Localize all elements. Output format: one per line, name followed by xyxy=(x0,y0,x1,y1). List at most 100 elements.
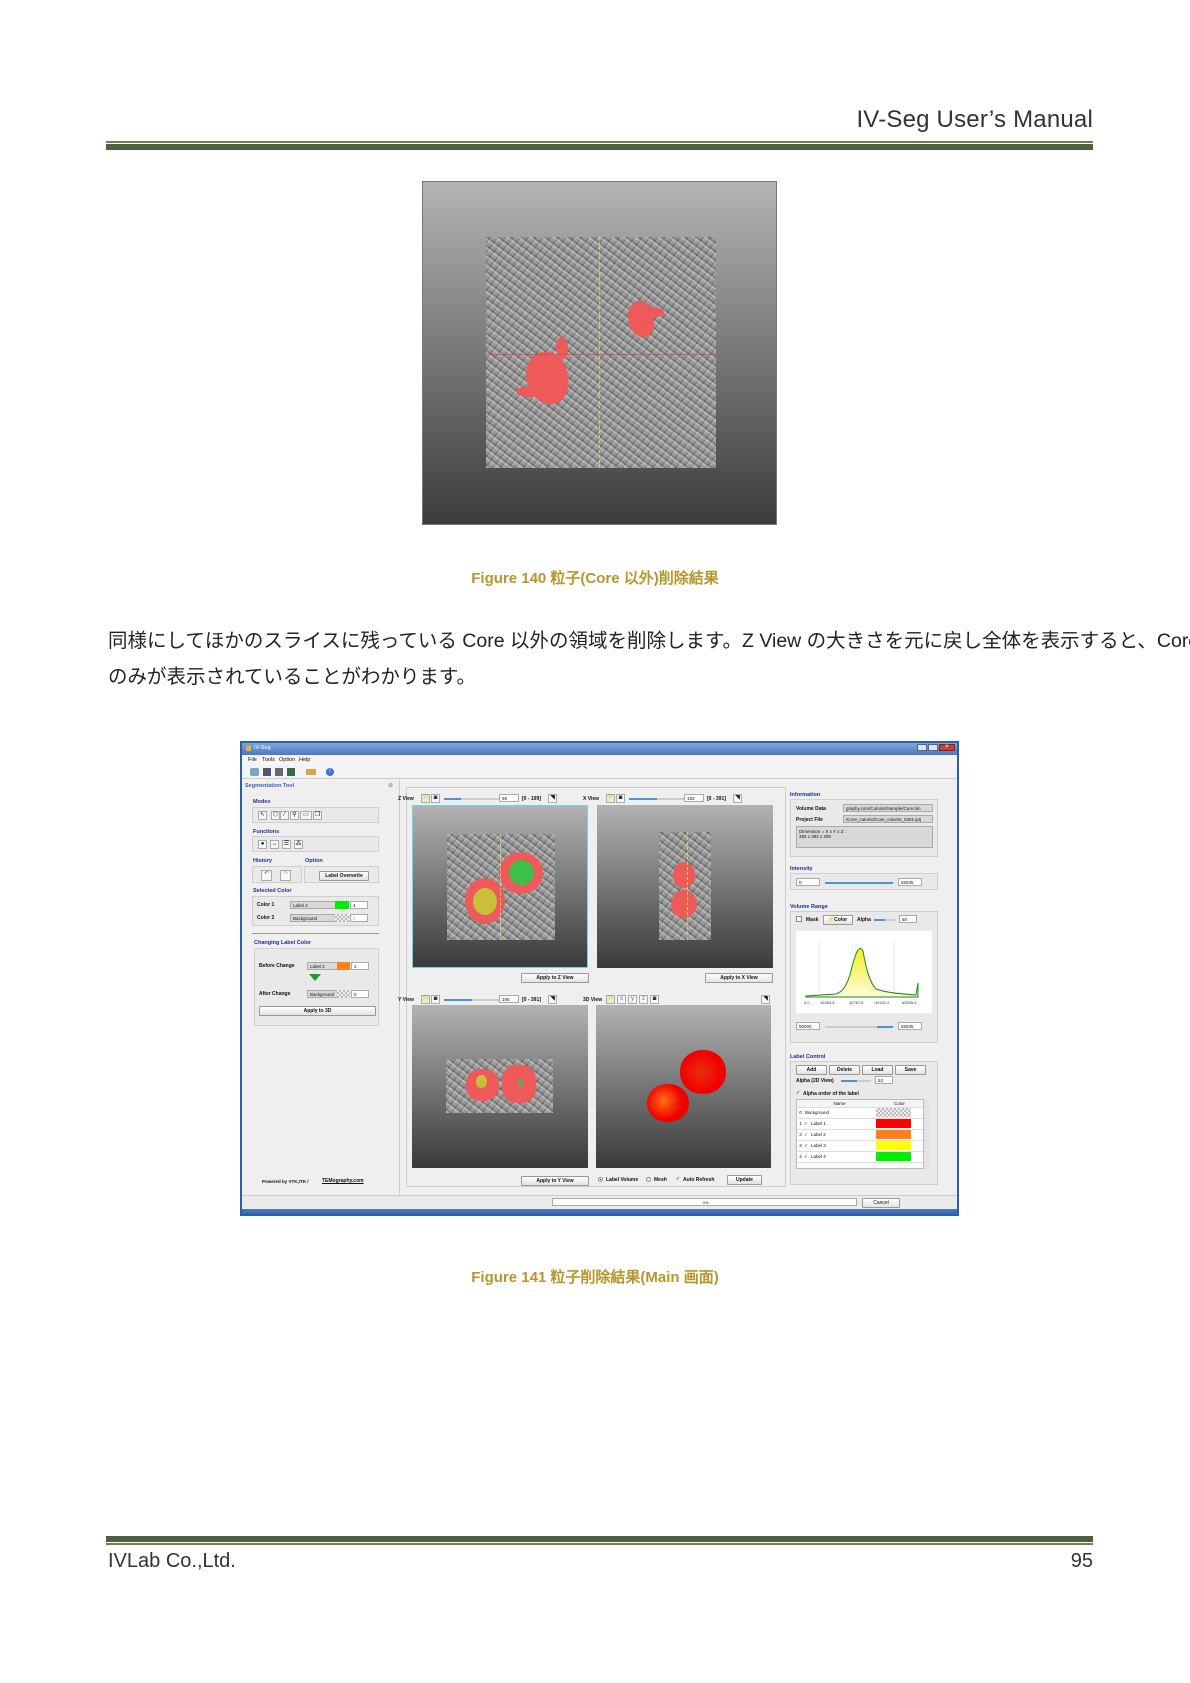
label-color-swatch[interactable] xyxy=(876,1141,911,1150)
label-color-swatch[interactable] xyxy=(876,1108,911,1117)
table-scrollbar[interactable] xyxy=(924,1099,929,1169)
save-as-icon[interactable] xyxy=(275,768,283,776)
resize-arrows-icon[interactable]: ↔ xyxy=(270,840,279,849)
label-table-row[interactable]: 1 ✓ Label 1 xyxy=(797,1119,923,1130)
fit-icon[interactable]: ⤧ xyxy=(606,995,615,1004)
range-max-spinbox[interactable]: 65535 xyxy=(898,1022,922,1030)
intensity-max-spinbox[interactable]: 65535 xyxy=(898,878,922,886)
label-color-swatch[interactable] xyxy=(876,1119,911,1128)
label-table-row[interactable]: 4 ✓ Label 4 xyxy=(797,1152,923,1163)
before-change-spinbox[interactable]: 2 xyxy=(351,962,369,970)
minimize-button[interactable] xyxy=(917,744,927,751)
apply-to-z-view-button[interactable]: Apply to Z View xyxy=(521,973,589,983)
auto-refresh-checkbox[interactable]: ✓ xyxy=(676,1176,681,1182)
x-view-spinbox[interactable]: 193 xyxy=(684,794,704,802)
alpha-slider[interactable] xyxy=(874,919,896,921)
3d-view-canvas[interactable] xyxy=(596,1005,771,1168)
volume-range-slider[interactable] xyxy=(825,1026,893,1028)
camera-icon[interactable]: ◙ xyxy=(616,794,625,803)
maximize-view-icon[interactable]: ◥ xyxy=(548,794,557,803)
cancel-button[interactable]: Cancel xyxy=(862,1198,900,1208)
fit-icon[interactable]: ⤧ xyxy=(606,794,615,803)
redo-icon[interactable]: ↷ xyxy=(280,870,291,881)
mesh-radio[interactable] xyxy=(646,1177,651,1182)
x-view-canvas[interactable] xyxy=(597,805,773,968)
panel-close-icon[interactable]: ⊗ xyxy=(388,783,394,789)
camera-icon[interactable]: ◙ xyxy=(650,995,659,1004)
menu-help[interactable]: Help xyxy=(299,757,311,763)
brush-icon[interactable]: ⁄ xyxy=(280,811,289,820)
color2-spinbox[interactable]: 0 xyxy=(350,914,368,922)
apply-to-x-view-button[interactable]: Apply to X View xyxy=(705,973,773,983)
label-visible-checkbox[interactable]: ✓ xyxy=(804,1121,808,1126)
list-icon[interactable]: ☰ xyxy=(282,840,291,849)
label-visible-checkbox[interactable]: ✓ xyxy=(804,1132,808,1137)
dimension-textbox[interactable]: Dimension = X x Y x Z : 392 x 392 x 200 xyxy=(796,826,933,848)
menu-option[interactable]: Option xyxy=(279,757,296,763)
after-change-spinbox[interactable]: 0 xyxy=(351,990,369,998)
apply-to-3d-button[interactable]: Apply to 3D xyxy=(259,1006,376,1016)
volume-data-field[interactable]: graphy.com/Colorist/Sample/Core.bin xyxy=(843,804,933,812)
save-button[interactable]: Save xyxy=(895,1065,926,1075)
wand-icon[interactable]: ⚲ xyxy=(290,811,299,820)
manual-book-icon[interactable] xyxy=(306,769,316,775)
color-button[interactable]: Color xyxy=(823,915,853,925)
label-visible-checkbox[interactable]: ✓ xyxy=(804,1154,808,1159)
z-view-slider[interactable] xyxy=(444,798,499,800)
maximize-view-icon[interactable]: ◥ xyxy=(733,794,742,803)
label-color-swatch[interactable] xyxy=(876,1130,911,1139)
project-file-field[interactable]: /Core_colorist/Core_colorist_0301.iprj xyxy=(843,815,933,823)
open-icon[interactable] xyxy=(250,768,259,776)
menu-tools[interactable]: Tools xyxy=(262,757,275,763)
label-overwrite-button[interactable]: Label Overwrite xyxy=(319,871,369,881)
color1-spinbox[interactable]: 4 xyxy=(350,901,368,909)
undo-icon[interactable]: ↶ xyxy=(261,870,272,881)
label-color-swatch[interactable] xyxy=(876,1152,911,1161)
menu-file[interactable]: File xyxy=(248,757,257,763)
fit-icon[interactable]: ⤧ xyxy=(421,995,430,1004)
camera-icon[interactable]: ◙ xyxy=(431,794,440,803)
fill-circle-icon[interactable]: ● xyxy=(258,840,267,849)
temography-logo[interactable]: TEMography.com xyxy=(322,1178,364,1184)
info-icon[interactable]: ! xyxy=(326,768,334,776)
view-x-axis-icon[interactable]: x xyxy=(617,995,626,1004)
label-table-row[interactable]: 0 Background xyxy=(797,1108,923,1119)
z-view-canvas[interactable] xyxy=(412,805,588,968)
label-table-row[interactable]: 2 ✓ Label 2 xyxy=(797,1130,923,1141)
maximize-button[interactable] xyxy=(928,744,938,751)
z-view-spinbox[interactable]: 59 xyxy=(499,794,519,802)
alpha-spinbox[interactable]: 50 xyxy=(899,915,917,923)
alpha-2d-slider[interactable] xyxy=(841,1080,871,1082)
y-view-slider[interactable] xyxy=(444,999,499,1001)
maximize-view-icon[interactable]: ◥ xyxy=(548,995,557,1004)
alpha-2d-spinbox[interactable]: 53 xyxy=(875,1076,893,1084)
fit-icon[interactable]: ⤧ xyxy=(421,794,430,803)
range-min-spinbox[interactable]: 50000 xyxy=(796,1022,820,1030)
update-button[interactable]: Update xyxy=(727,1175,762,1185)
view-y-axis-icon[interactable]: y xyxy=(628,995,637,1004)
mask-checkbox[interactable] xyxy=(796,916,802,922)
alpha-order-checkbox[interactable]: ✓ xyxy=(796,1090,801,1096)
components-icon[interactable]: ⁂ xyxy=(294,840,303,849)
label-volume-radio[interactable] xyxy=(598,1177,603,1182)
intensity-min-spinbox[interactable]: 0 xyxy=(796,878,820,886)
export-icon[interactable] xyxy=(287,768,295,776)
add-button[interactable]: Add xyxy=(796,1065,827,1075)
x-view-slider[interactable] xyxy=(629,798,684,800)
copy-icon[interactable]: ❐ xyxy=(313,811,322,820)
y-view-spinbox[interactable]: 195 xyxy=(499,995,519,1003)
polygon-icon[interactable]: ⬡ xyxy=(271,811,280,820)
pointer-icon[interactable]: ↖ xyxy=(258,811,267,820)
label-table-row[interactable]: 3 ✓ Label 3 xyxy=(797,1141,923,1152)
apply-to-y-view-button[interactable]: Apply to Y View xyxy=(521,1176,589,1186)
y-view-canvas[interactable] xyxy=(412,1005,588,1168)
maximize-view-icon[interactable]: ◥ xyxy=(761,995,770,1004)
label-visible-checkbox[interactable]: ✓ xyxy=(804,1143,808,1148)
close-button[interactable]: × xyxy=(939,744,955,751)
save-icon[interactable] xyxy=(263,768,271,776)
view-z-axis-icon[interactable]: z xyxy=(639,995,648,1004)
delete-button[interactable]: Delete xyxy=(829,1065,860,1075)
camera-icon[interactable]: ◙ xyxy=(431,995,440,1004)
load-button[interactable]: Load xyxy=(862,1065,893,1075)
intensity-range-slider[interactable] xyxy=(825,882,893,884)
